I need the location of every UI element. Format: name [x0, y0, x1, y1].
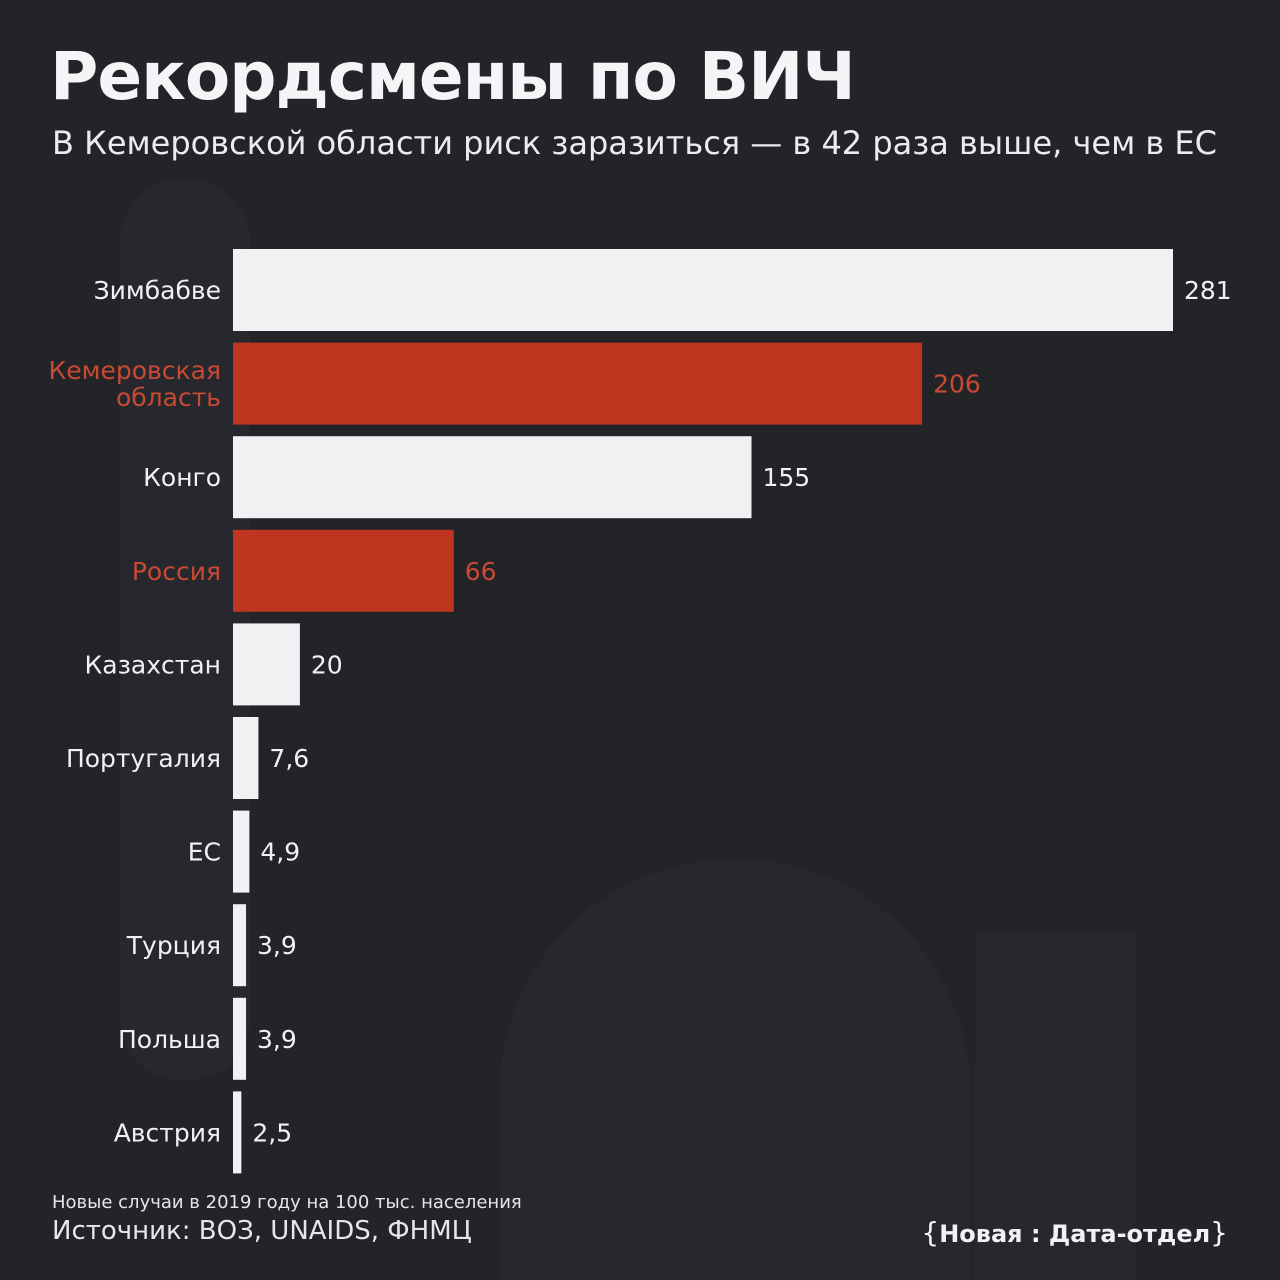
brand-logo: {Новая : Дата-отдел}: [921, 1216, 1228, 1249]
category-label-5: Португалия: [66, 744, 221, 773]
brand-text: Новая : Дата-отдел: [939, 1220, 1211, 1248]
background-shape-left: [120, 180, 250, 1080]
category-label-1-1: область: [116, 383, 221, 412]
source-note: Источник: ВОЗ, UNAIDS, ФНМЦ: [52, 1216, 472, 1246]
bar-7: [233, 904, 247, 987]
bar-8: [233, 997, 247, 1080]
value-label-8: 3,9: [257, 1025, 297, 1054]
value-label-0: 281: [1184, 276, 1232, 305]
bar-2: [233, 436, 752, 519]
value-label-3: 66: [465, 557, 497, 586]
category-label-8: Польша: [118, 1025, 221, 1054]
value-label-6: 4,9: [260, 838, 300, 867]
bar-4: [233, 623, 300, 706]
value-label-2: 155: [763, 463, 811, 492]
bar-1: [233, 342, 923, 425]
bar-9: [233, 1091, 242, 1174]
bar-3: [233, 529, 454, 612]
category-label-3: Россия: [132, 557, 221, 586]
value-label-4: 20: [311, 650, 343, 679]
category-label-0: Зимбабве: [94, 276, 221, 305]
brand-brace-left: {: [921, 1216, 940, 1249]
background-shape-middle: [500, 860, 970, 1280]
value-label-1: 206: [933, 370, 981, 399]
bar-0: [233, 249, 1173, 331]
category-label-4: Казахстан: [85, 650, 221, 679]
value-label-7: 3,9: [257, 931, 297, 960]
footnote-units: Новые случаи в 2019 году на 100 тыс. нас…: [52, 1192, 522, 1213]
category-label-9: Австрия: [114, 1118, 221, 1147]
bar-5: [233, 717, 259, 799]
category-label-1-0: Кемеровская: [49, 356, 221, 385]
value-label-9: 2,5: [252, 1118, 292, 1147]
background-shape-right: [975, 930, 1135, 1280]
value-label-5: 7,6: [269, 744, 309, 773]
page-subtitle: В Кемеровской области риск заразиться — …: [52, 124, 1217, 162]
category-label-6: ЕС: [188, 838, 221, 867]
category-label-7: Турция: [126, 931, 221, 960]
category-label-2: Конго: [143, 463, 221, 492]
page-title: Рекордсмены по ВИЧ: [50, 38, 856, 115]
bar-6: [233, 810, 250, 893]
brand-brace-right: }: [1210, 1216, 1228, 1249]
